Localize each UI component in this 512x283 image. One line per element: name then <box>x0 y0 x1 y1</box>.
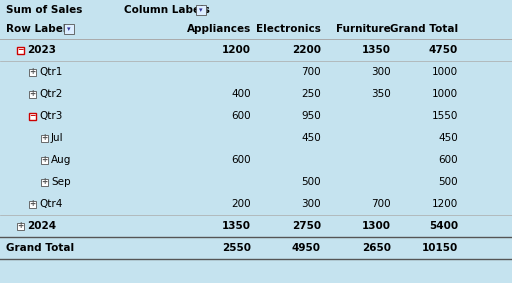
Text: 250: 250 <box>301 89 321 99</box>
Text: 4750: 4750 <box>429 45 458 55</box>
Text: 950: 950 <box>301 111 321 121</box>
Text: Aug: Aug <box>51 155 71 165</box>
Text: +: + <box>29 199 35 208</box>
Bar <box>29 200 35 207</box>
Text: 4950: 4950 <box>292 243 321 253</box>
Text: 1200: 1200 <box>222 45 251 55</box>
Text: 600: 600 <box>231 111 251 121</box>
Bar <box>40 179 48 185</box>
Text: 300: 300 <box>371 67 391 77</box>
Text: 700: 700 <box>371 199 391 209</box>
Text: Sum of Sales: Sum of Sales <box>6 5 82 15</box>
Text: Electronics: Electronics <box>256 24 321 34</box>
Text: Sep: Sep <box>51 177 71 187</box>
Text: Qtr2: Qtr2 <box>39 89 62 99</box>
Text: 2023: 2023 <box>27 45 56 55</box>
Text: −: − <box>17 45 23 54</box>
Text: 1300: 1300 <box>362 221 391 231</box>
Bar <box>29 68 35 76</box>
Text: +: + <box>41 177 47 186</box>
Bar <box>29 91 35 98</box>
Text: Appliances: Appliances <box>187 24 251 34</box>
Text: 600: 600 <box>438 155 458 165</box>
Text: ▾: ▾ <box>67 26 71 32</box>
Text: Jul: Jul <box>51 133 63 143</box>
Text: Row Labels: Row Labels <box>6 24 73 34</box>
Text: Column Labels: Column Labels <box>124 5 210 15</box>
Text: 2200: 2200 <box>292 45 321 55</box>
Text: 1550: 1550 <box>432 111 458 121</box>
Text: +: + <box>29 89 35 98</box>
Text: Qtr1: Qtr1 <box>39 67 62 77</box>
Bar <box>64 24 74 34</box>
Text: +: + <box>17 221 23 230</box>
Text: 1200: 1200 <box>432 199 458 209</box>
Text: 500: 500 <box>438 177 458 187</box>
Text: Grand Total: Grand Total <box>390 24 458 34</box>
Text: 700: 700 <box>302 67 321 77</box>
Text: 2550: 2550 <box>222 243 251 253</box>
Text: Qtr4: Qtr4 <box>39 199 62 209</box>
Text: 2024: 2024 <box>27 221 56 231</box>
Text: 450: 450 <box>438 133 458 143</box>
Text: 200: 200 <box>231 199 251 209</box>
Text: 350: 350 <box>371 89 391 99</box>
Text: 1000: 1000 <box>432 89 458 99</box>
Text: 500: 500 <box>302 177 321 187</box>
Text: 400: 400 <box>231 89 251 99</box>
Text: Grand Total: Grand Total <box>6 243 74 253</box>
Text: −: − <box>29 111 35 120</box>
Bar <box>16 222 24 230</box>
Text: 300: 300 <box>302 199 321 209</box>
Bar <box>29 113 35 119</box>
Bar <box>196 5 206 15</box>
Text: 10150: 10150 <box>422 243 458 253</box>
Text: Qtr3: Qtr3 <box>39 111 62 121</box>
Text: 450: 450 <box>301 133 321 143</box>
Text: +: + <box>41 133 47 142</box>
Text: 1350: 1350 <box>362 45 391 55</box>
Bar <box>16 46 24 53</box>
Text: +: + <box>29 67 35 76</box>
Text: Furniture: Furniture <box>336 24 391 34</box>
Text: 1350: 1350 <box>222 221 251 231</box>
Text: 1000: 1000 <box>432 67 458 77</box>
Text: 5400: 5400 <box>429 221 458 231</box>
Text: +: + <box>41 155 47 164</box>
Text: ▾: ▾ <box>199 7 203 13</box>
Bar <box>40 134 48 142</box>
Bar <box>40 156 48 164</box>
Text: 2650: 2650 <box>362 243 391 253</box>
Text: 2750: 2750 <box>292 221 321 231</box>
Text: 600: 600 <box>231 155 251 165</box>
